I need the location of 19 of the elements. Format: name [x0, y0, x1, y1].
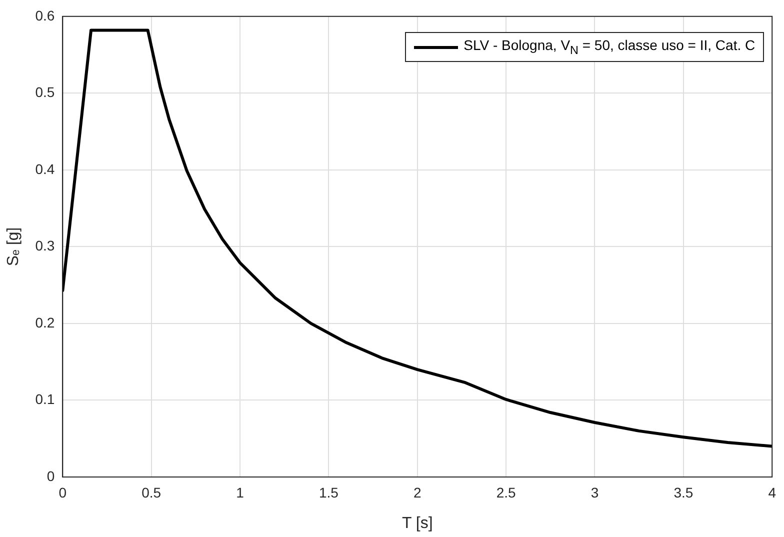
y-tick-label: 0.6 — [35, 7, 55, 24]
x-tick-label: 4 — [768, 484, 776, 500]
y-axis-title: Sₑ [g] — [5, 227, 22, 266]
y-tick-label: 0.5 — [35, 84, 55, 100]
x-tick-label: 3.5 — [674, 484, 694, 500]
x-axis-title: T [s] — [402, 514, 433, 532]
x-tick-label: 3 — [590, 484, 599, 500]
x-tick-label: 2 — [413, 484, 422, 500]
x-tick-label: 1 — [236, 484, 244, 500]
y-tick-label: 0 — [46, 468, 55, 484]
x-tick-label: 0.5 — [142, 484, 162, 500]
x-tick-label: 0 — [58, 484, 67, 500]
x-tick-label: 1.5 — [318, 484, 339, 500]
y-tick-label: 0.1 — [35, 391, 55, 408]
y-tick-label: 0.4 — [35, 160, 55, 177]
legend-label: SLV - Bologna, V$_{N}$ = 50, classe uso = II, Cat. C — [464, 37, 756, 58]
x-tick-label: 2.5 — [496, 484, 516, 500]
y-tick-label: 0.3 — [35, 238, 55, 254]
y-tick-label: 0.2 — [35, 314, 55, 330]
